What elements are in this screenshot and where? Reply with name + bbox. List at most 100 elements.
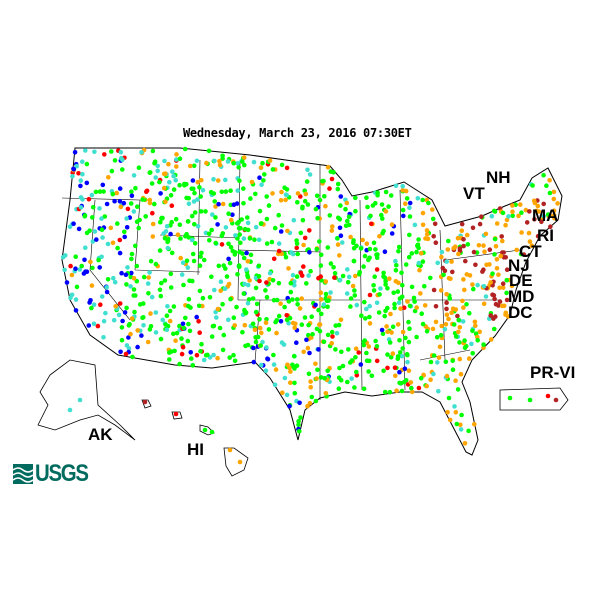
gage-dot [457,325,463,330]
gage-dot [383,278,388,284]
gage-dot [88,259,93,265]
gage-dot [361,386,367,392]
gage-dot [158,219,163,225]
gage-dot [68,263,73,269]
gage-dot [469,341,474,347]
gage-dot [395,322,401,327]
gage-dot [67,224,73,230]
gage-dot [433,240,439,245]
gage-dot [439,323,445,329]
gage-dot [147,327,153,332]
gage-dot [466,428,471,434]
gage-dot [77,397,83,403]
gage-dot [253,191,258,197]
gage-dot [407,232,412,238]
gage-dot [223,189,229,194]
gage-dot [438,332,444,338]
gage-dot [83,148,88,153]
gage-dot [436,388,441,394]
gage-dot [251,345,256,351]
gage-dot [479,214,484,219]
state-label-vt: VT [463,184,485,203]
gage-dot [234,304,239,310]
gage-dot [226,241,231,247]
gage-dot [418,375,424,381]
gage-dot [120,157,125,163]
gage-dot [407,200,413,206]
gage-dot [377,292,382,297]
gage-dot [286,299,292,304]
gage-dot [366,369,371,374]
gage-dot [86,323,92,328]
gage-dot [455,235,461,241]
gage-dot [282,375,288,381]
gage-dot [178,236,183,241]
gage-dot [532,217,537,222]
gage-dot [72,150,78,155]
gage-dot [393,279,399,284]
gage-dot [89,305,94,311]
gage-dot [439,254,444,260]
gage-dot [493,244,499,249]
gage-dot [211,352,216,358]
gage-dot [302,198,308,204]
gage-dot [451,246,457,251]
gage-dot [510,209,515,214]
gage-dot [296,422,301,428]
gage-dot [264,280,269,285]
gage-dot [214,315,219,320]
gage-dot [494,266,500,271]
gage-dot [231,315,237,321]
gage-dot [470,282,475,287]
gage-dot [551,208,557,213]
gage-dot [174,164,179,169]
gage-dot [313,302,318,308]
gage-dot [379,212,384,218]
gage-dot [389,231,395,236]
gage-dot [535,203,541,209]
gage-dot [459,228,465,233]
gage-dot [236,165,241,170]
gage-dot [295,200,300,205]
gage-dot [331,265,336,270]
gage-dot [337,277,343,283]
gage-dot [164,224,170,229]
gage-dot [157,248,163,253]
state-label-ak: AK [88,425,113,444]
gage-dot [168,193,174,198]
gage-dot [201,357,207,363]
gage-dot [186,201,192,207]
gage-dot [314,376,319,381]
gage-dot [308,379,313,384]
gage-dot [309,314,315,320]
gage-dot [110,191,116,197]
gage-dot [207,238,212,243]
gage-dot [205,352,210,358]
gage-dot [380,216,385,221]
gage-dot [80,159,85,164]
gage-dot [310,332,315,337]
gage-dot [245,215,250,220]
gage-dot [313,398,319,404]
gage-dot [445,247,451,252]
gage-dot [200,295,206,301]
gage-dot [350,283,356,289]
gage-dot [159,215,164,221]
gage-dot [129,256,134,262]
gage-dot [441,272,446,278]
map-title: Wednesday, March 23, 2016 07:30ET [183,126,412,140]
gage-dot [118,149,124,155]
gage-dot [297,306,303,311]
gage-dot [76,226,82,232]
gage-dot [397,350,403,355]
gage-dot [420,197,426,203]
gage-dot [232,323,237,328]
gage-dot [82,214,88,219]
gage-dot [333,347,338,352]
gage-dot [407,326,412,332]
gage-dot [332,275,337,280]
gage-dot [393,258,398,264]
gage-dot [424,329,430,334]
gage-dot [420,222,426,228]
gage-dot [78,205,84,210]
